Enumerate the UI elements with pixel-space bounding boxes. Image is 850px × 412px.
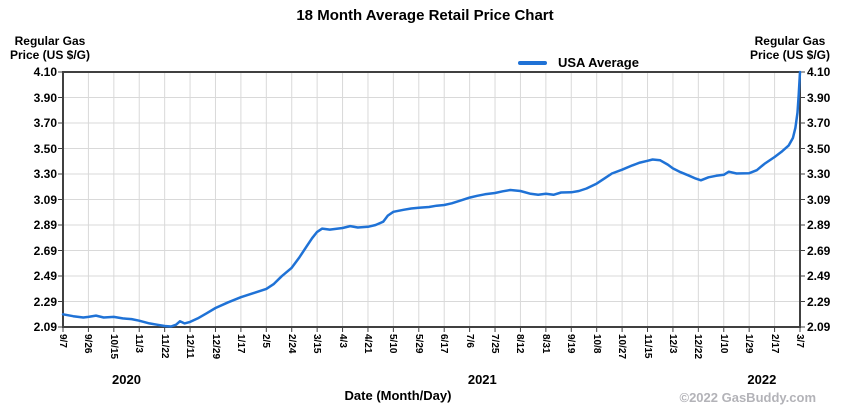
y-tick-label-right: 3.70 (807, 116, 831, 130)
y-tick-label-left: 3.90 (33, 90, 57, 105)
y-tick-label-right: 3.30 (807, 167, 831, 181)
x-tick-label: 11/15 (641, 334, 653, 359)
y-tick-label-right: 3.09 (807, 192, 831, 207)
y-tick-label-left: 2.29 (33, 294, 57, 309)
x-tick-label: 12/11 (184, 334, 196, 359)
y-tick-label-left: 2.89 (33, 218, 57, 232)
x-tick-label: 5/29 (412, 334, 424, 354)
y-tick-label-right: 4.10 (807, 65, 831, 79)
x-tick-label: 11/3 (133, 334, 145, 353)
price-line (61, 70, 802, 328)
x-tick-label: 12/22 (692, 334, 704, 360)
y-tick-label-left: 3.70 (33, 116, 57, 130)
y-tick-label-left: 2.49 (33, 269, 57, 283)
x-tick-label: 9/26 (82, 334, 94, 354)
chart-title: 18 Month Average Retail Price Chart (296, 7, 554, 24)
legend-label: USA Average (558, 55, 639, 70)
x-tick-label: 9/19 (565, 334, 577, 354)
x-tick-label: 2/5 (260, 334, 272, 348)
y-tick-label-right: 2.09 (807, 320, 831, 334)
y-tick-label-left: 3.50 (33, 141, 57, 156)
x-tick-label: 3/7 (794, 334, 805, 348)
x-tick-label: 12/3 (666, 334, 678, 354)
year-label-2021: 2021 (467, 372, 497, 387)
x-tick-label: 12/29 (209, 334, 221, 360)
year-label-2020: 2020 (112, 372, 141, 387)
y-tick-label-right: 3.50 (807, 141, 831, 156)
y-tick-label-left: 2.69 (33, 243, 57, 258)
x-tick-label: 4/21 (362, 334, 373, 354)
legend-line-swatch (518, 61, 547, 65)
x-tick-label: 8/31 (539, 334, 551, 354)
x-tick-label: 11/22 (158, 334, 170, 359)
y-axis-label-left: Regular Gas Price (US $/G) (0, 34, 100, 62)
x-tick-label: 3/15 (311, 334, 323, 354)
watermark: ©2022 GasBuddy.com (679, 390, 817, 405)
y-axis-label-right-line2: Price (US $/G) (749, 48, 831, 62)
y-tick-label-left: 3.30 (33, 167, 57, 181)
year-label-2022: 2022 (747, 372, 777, 387)
x-tick-label: 1/17 (234, 334, 246, 354)
y-tick-label-right: 2.69 (807, 243, 831, 258)
x-tick-label: 7/6 (463, 334, 475, 348)
y-tick-label-right: 2.89 (807, 218, 831, 232)
y-tick-label-left: 4.10 (33, 65, 57, 79)
y-tick-label-right: 2.29 (807, 294, 831, 309)
x-axis-title: Date (Month/Day) (344, 388, 452, 403)
x-tick-label: 9/7 (57, 334, 68, 348)
x-tick-label: 1/29 (743, 334, 755, 354)
x-tick-label: 2/17 (768, 334, 780, 354)
y-axis-label-left-line1: Regular Gas (14, 34, 86, 48)
x-tick-label: 2/24 (285, 334, 297, 354)
x-tick-label: 6/17 (438, 334, 450, 354)
x-tick-label: 10/27 (616, 334, 628, 360)
y-tick-label-right: 2.49 (807, 269, 831, 283)
x-tick-label: 7/25 (489, 334, 500, 354)
x-tick-label: 5/10 (387, 334, 399, 354)
y-tick-label-left: 2.09 (33, 320, 57, 334)
y-axis-label-left-line2: Price (US $/G) (9, 48, 91, 62)
y-axis-label-right: Regular Gas Price (US $/G) (740, 34, 840, 62)
x-tick-label: 10/15 (107, 334, 119, 360)
plot-border (62, 71, 801, 328)
y-tick-label-right: 3.90 (807, 90, 831, 105)
x-tick-label: 4/3 (336, 334, 348, 348)
x-tick-label: 1/10 (717, 334, 729, 354)
y-axis-label-right-line1: Regular Gas (754, 34, 826, 48)
y-tick-label-left: 3.09 (33, 192, 57, 207)
x-tick-label: 10/8 (590, 334, 602, 354)
x-tick-label: 8/12 (514, 334, 526, 354)
